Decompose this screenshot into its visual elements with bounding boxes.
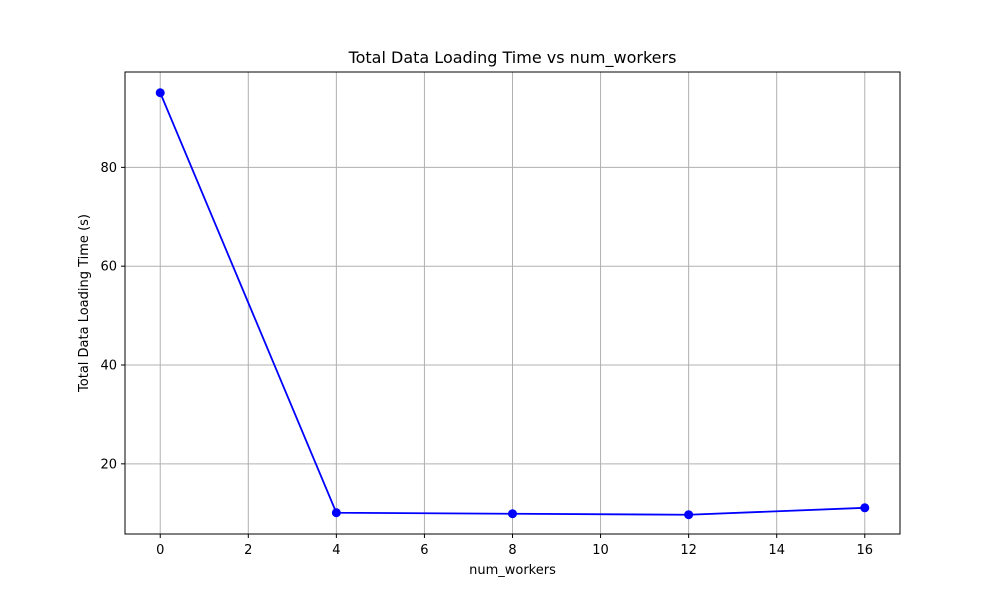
y-tick-label: 80: [100, 161, 117, 176]
series-layer: [155, 88, 870, 520]
x-tick-label: 16: [856, 543, 873, 558]
x-axis: 0 2 4 6 8 10 12 14 16: [156, 534, 873, 558]
x-tick-label: 0: [156, 543, 164, 558]
y-tick-label: 60: [100, 260, 117, 275]
x-tick-label: 12: [680, 543, 697, 558]
grid-lines: [125, 72, 900, 534]
data-point: [331, 508, 341, 518]
data-point: [508, 509, 517, 519]
chart-title: Total Data Loading Time vs num_workers: [348, 48, 677, 68]
data-point: [155, 88, 165, 98]
x-tick-label: 2: [244, 543, 252, 558]
y-tick-label: 20: [100, 457, 117, 472]
x-axis-label: num_workers: [469, 563, 556, 578]
data-point: [684, 510, 694, 520]
x-tick-label: 10: [592, 543, 609, 558]
data-point: [860, 503, 870, 513]
x-tick-label: 8: [508, 543, 516, 558]
y-tick-label: 40: [100, 359, 117, 374]
x-tick-label: 14: [768, 543, 785, 558]
x-tick-label: 4: [332, 543, 340, 558]
y-axis: 20 40 60 80: [100, 161, 125, 472]
x-tick-label: 6: [420, 543, 428, 558]
y-axis-label: Total Data Loading Time (s): [77, 214, 92, 393]
